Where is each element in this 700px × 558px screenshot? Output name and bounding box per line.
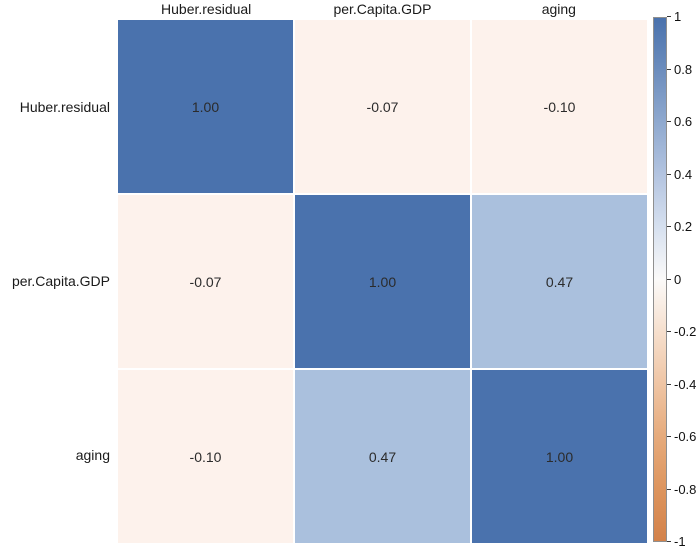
cell-value: 1.00 <box>545 448 574 465</box>
tick-label: 0.4 <box>674 166 693 182</box>
tick-mark <box>667 226 671 227</box>
heatmap-cell: 1.00 <box>472 370 647 543</box>
heatmap-cell: 0.47 <box>472 195 647 368</box>
cell-value: 1.00 <box>191 98 220 115</box>
heatmap-cell: -0.10 <box>472 20 647 193</box>
row-label-per-capita-gdp: per.Capita.GDP <box>11 273 110 289</box>
tick-mark <box>667 278 671 280</box>
tick-label: -1 <box>674 534 686 550</box>
tick-mark <box>667 488 671 490</box>
colorbar-ticks: 1 0.8 0.6 0.4 0.2 0 -0.2 -0.4 -0.6 -0.8 … <box>667 9 700 549</box>
column-headers: Huber.residual per.Capita.GDP aging <box>118 0 647 19</box>
heatmap-cell: -0.07 <box>295 20 470 193</box>
tick-label: 0.8 <box>674 61 693 77</box>
tick-label: -0.2 <box>674 324 697 340</box>
colorbar-gradient <box>653 17 667 542</box>
cell-value: -0.10 <box>543 98 576 115</box>
tick-mark <box>667 331 671 332</box>
cell-value: -0.07 <box>189 273 222 290</box>
heatmap-cell: 1.00 <box>118 20 293 193</box>
cell-value: 0.47 <box>545 273 574 290</box>
heatmap-cell: 1.00 <box>295 195 470 368</box>
tick-mark <box>667 121 671 122</box>
tick-mark <box>667 383 671 385</box>
tick-label: -0.6 <box>674 429 697 445</box>
tick-label: -0.8 <box>674 481 697 497</box>
heatmap-cell: -0.10 <box>118 370 293 543</box>
tick-mark <box>667 541 671 542</box>
cell-value: 0.47 <box>368 448 397 465</box>
tick-label: 0.6 <box>674 114 693 130</box>
tick-label: 0 <box>674 271 682 287</box>
cell-value: 1.00 <box>368 273 397 290</box>
tick-label: 1 <box>674 9 682 25</box>
column-header-per-capita-gdp: per.Capita.GDP <box>333 1 432 17</box>
cell-value: -0.07 <box>366 98 399 115</box>
column-header-aging: aging <box>541 1 576 17</box>
heatmap-cell: -0.07 <box>118 195 293 368</box>
row-label-aging: aging <box>75 447 110 463</box>
tick-mark <box>667 173 671 175</box>
tick-mark <box>667 436 671 437</box>
column-header-huber-residual: Huber.residual <box>161 1 252 17</box>
row-label-huber-residual: Huber.residual <box>19 99 110 115</box>
tick-label: -0.4 <box>674 376 697 392</box>
cell-value: -0.10 <box>189 448 222 465</box>
heatmap-matrix: 1.00 -0.07 -0.10 -0.07 1.00 0.47 -0.10 0… <box>118 20 647 543</box>
tick-mark <box>667 68 671 70</box>
tick-label: 0.2 <box>674 219 693 235</box>
tick-mark <box>667 16 671 17</box>
heatmap-cell: 0.47 <box>295 370 470 543</box>
